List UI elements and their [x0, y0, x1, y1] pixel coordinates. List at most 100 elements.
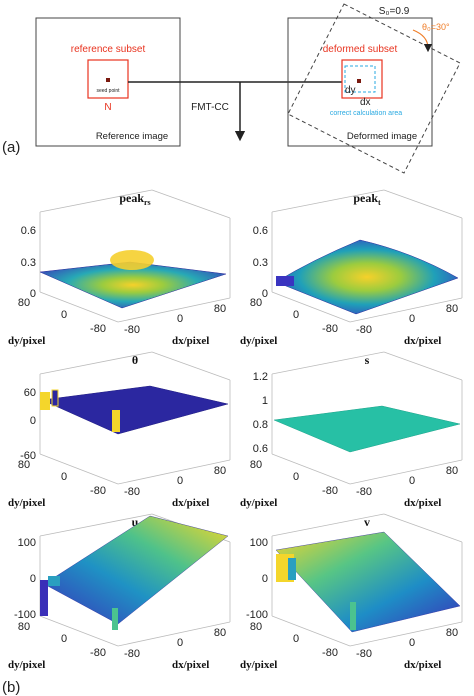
- dy-tick: 80: [250, 459, 262, 471]
- z-tick: 0: [30, 573, 36, 585]
- dy-tick: 80: [250, 621, 262, 633]
- axes-frame: [39, 351, 231, 485]
- dy-tick: 0: [61, 309, 67, 321]
- dx-tick: -80: [124, 486, 140, 498]
- plot-peak-rs: peakrs 0.6 0.3 0 80 0 -80 -80 0 80 dy/pi…: [8, 189, 231, 347]
- axes-frame: [39, 189, 231, 323]
- deformed-image-frame: [287, 17, 433, 147]
- z-tick: 0.3: [253, 257, 268, 269]
- dx-tick: 0: [177, 313, 183, 325]
- dx-tick: 0: [409, 637, 415, 649]
- scale-label: S₀=0.9: [379, 6, 410, 17]
- dy-tick: 80: [18, 459, 30, 471]
- z-tick: 100: [18, 537, 36, 549]
- y-axis-label: dy/pixel: [240, 335, 277, 347]
- surface-s: [273, 405, 461, 453]
- dx-tick: -80: [356, 486, 372, 498]
- n-label: N: [104, 102, 111, 113]
- dy-tick: 0: [293, 471, 299, 483]
- dy-tick: 80: [250, 297, 262, 309]
- v-spike: [350, 602, 356, 630]
- z-tick: 1: [262, 395, 268, 407]
- dy-tick: -80: [322, 323, 338, 335]
- dy-tick: 0: [293, 633, 299, 645]
- deformed-subset-box: [341, 59, 383, 99]
- correct-area-label: correct calculation area: [330, 110, 402, 117]
- y-axis-label: dy/pixel: [8, 335, 45, 347]
- dx-tick: -80: [356, 648, 372, 660]
- z-tick: 100: [250, 537, 268, 549]
- dy-tick: 0: [61, 633, 67, 645]
- y-axis-label: dy/pixel: [240, 659, 277, 671]
- z-tick: 0.3: [21, 257, 36, 269]
- angle-label: θ₀=30°: [422, 22, 450, 32]
- dy-tick: -80: [90, 485, 106, 497]
- z-tick: -60: [20, 450, 36, 462]
- panel-b-label: (b): [2, 679, 20, 696]
- dx-tick: 0: [177, 475, 183, 487]
- x-axis-label: dx/pixel: [404, 497, 441, 509]
- seed-point-label: seed point: [96, 88, 120, 94]
- theta-spike: [40, 392, 50, 410]
- plot-v: v 100 0 -100 80 0 -80 -80 0 80 dy/pixel …: [240, 513, 463, 671]
- panel-a-label: (a): [2, 139, 20, 156]
- dy-tick: 80: [18, 297, 30, 309]
- dx-tick: -80: [124, 324, 140, 336]
- x-axis-label: dx/pixel: [172, 335, 209, 347]
- dy-tick: 80: [18, 621, 30, 633]
- z-tick: 0.8: [253, 419, 268, 431]
- u-spike: [112, 608, 118, 630]
- axes-frame: [271, 189, 463, 323]
- u-spike: [40, 580, 48, 616]
- plot-title: θ: [132, 353, 138, 367]
- surface-theta: [41, 385, 229, 435]
- dx-tick: 80: [446, 303, 458, 315]
- dy-tick: -80: [90, 647, 106, 659]
- correct-area-box: [344, 65, 376, 93]
- z-tick: 0: [262, 288, 268, 300]
- dx-tick: 0: [409, 313, 415, 325]
- panel-a: (a) reference subset seed point N Refere…: [2, 3, 461, 174]
- theta-spike: [51, 389, 59, 407]
- plot-title: u: [132, 515, 139, 529]
- dx-tick: 0: [177, 637, 183, 649]
- reference-image-label: Reference image: [96, 131, 168, 142]
- z-tick: 0.6: [253, 443, 268, 455]
- surface-peak-rs: [39, 261, 227, 309]
- z-tick: 0: [262, 573, 268, 585]
- axes-frame: [271, 351, 463, 485]
- reference-subset-label: reference subset: [71, 44, 146, 55]
- surface-peak-t-spike: [276, 276, 294, 286]
- z-tick: 1.2: [253, 371, 268, 383]
- plot-theta: θ 60 0 -60 80 0 -80 -80 0 80 dy/pixel dx…: [8, 351, 231, 509]
- dx-tick: 80: [446, 627, 458, 639]
- dx-tick: 80: [446, 465, 458, 477]
- rotated-deformed-frame: [287, 3, 461, 174]
- y-axis-label: dy/pixel: [8, 659, 45, 671]
- z-tick: 0: [30, 288, 36, 300]
- y-axis-label: dy/pixel: [240, 497, 277, 509]
- dx-label: dx: [360, 97, 371, 108]
- plot-title: s: [365, 353, 370, 367]
- z-tick: -100: [14, 609, 36, 621]
- dx-tick: -80: [124, 648, 140, 660]
- deformed-seed-marker: [357, 79, 361, 83]
- reference-subset-box: [87, 59, 129, 99]
- u-spike: [48, 576, 60, 586]
- deformed-subset-label: deformed subset: [323, 44, 398, 55]
- dx-tick: 80: [214, 627, 226, 639]
- axes-frame: [271, 513, 463, 647]
- surface-u: [43, 515, 229, 625]
- seed-point-marker: [106, 78, 110, 82]
- surface-peak-t: [275, 239, 459, 315]
- dy-label: dy: [345, 85, 356, 96]
- dy-tick: -80: [322, 485, 338, 497]
- plot-s: s 1.2 1 0.8 0.6 80 0 -80 -80 0 80 dy/pix…: [240, 351, 463, 509]
- z-tick: 0.6: [21, 225, 36, 237]
- dy-tick: 0: [293, 309, 299, 321]
- dy-tick: -80: [90, 323, 106, 335]
- surface-v: [275, 531, 461, 633]
- dx-tick: 0: [409, 475, 415, 487]
- plot-u: u 100 0 -100 80 0 -80 -80 0 80 dy/pixel …: [8, 513, 231, 671]
